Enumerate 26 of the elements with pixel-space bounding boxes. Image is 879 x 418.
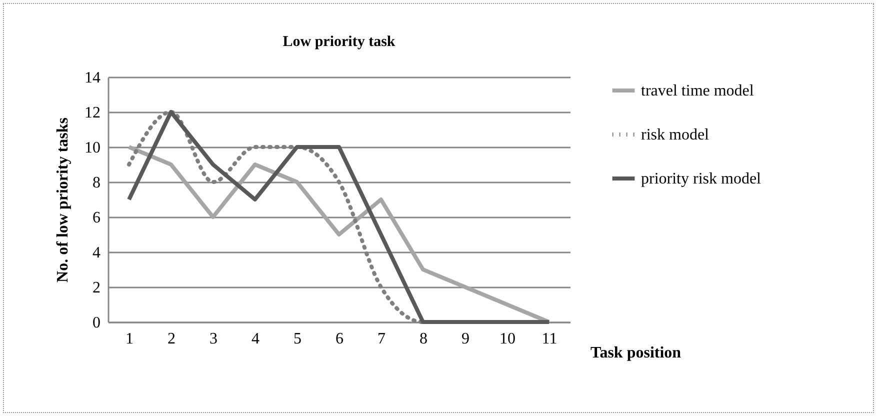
- y-tick-label: 2: [92, 280, 100, 296]
- x-tick-label: 10: [500, 330, 516, 348]
- legend-label: risk model: [641, 126, 710, 144]
- x-tick-label: 2: [168, 330, 176, 348]
- x-tick-label: 1: [126, 330, 134, 348]
- x-tick-label: 6: [336, 330, 344, 348]
- y-tick-label: 0: [92, 314, 100, 332]
- y-tick-label: 12: [84, 104, 100, 122]
- x-tick-label: 8: [420, 330, 428, 348]
- x-tick-label: 11: [542, 330, 558, 348]
- x-tick-label: 3: [210, 330, 218, 348]
- x-tick-label: 7: [378, 330, 386, 348]
- y-tick-label: 14: [84, 70, 100, 86]
- y-tick-label: 10: [84, 140, 100, 156]
- x-tick-label: 5: [294, 330, 302, 348]
- y-tick-label: 8: [92, 174, 100, 192]
- legend-label: priority risk model: [641, 170, 762, 188]
- chart-title: Low priority task: [282, 34, 396, 50]
- legend-label: travel time model: [641, 82, 754, 100]
- x-tick-label: 9: [462, 330, 470, 348]
- x-tick-label: 4: [252, 330, 260, 348]
- y-axis-title: No. of low priority tasks: [54, 118, 72, 282]
- x-axis-title: Task position: [590, 344, 682, 362]
- y-tick-label: 4: [92, 244, 100, 262]
- line-series: [127, 145, 551, 324]
- y-tick-label: 6: [92, 210, 100, 226]
